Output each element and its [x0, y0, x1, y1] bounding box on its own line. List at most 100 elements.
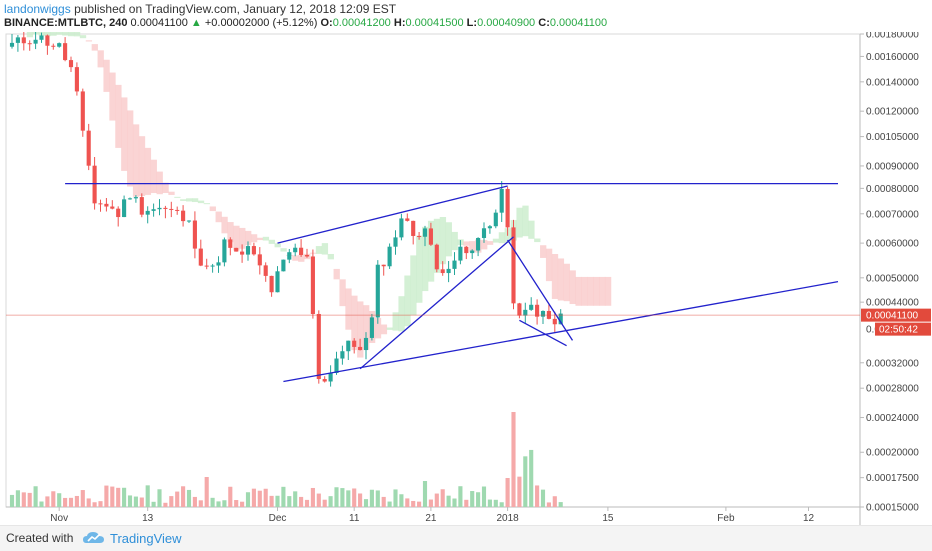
volume-bar	[133, 496, 138, 507]
cloud-segment	[262, 236, 270, 241]
candle-body	[15, 37, 20, 43]
volume-bar	[387, 501, 392, 507]
cloud-segment	[221, 216, 228, 234]
candle-body	[39, 35, 44, 40]
volume-bar	[434, 493, 439, 507]
volume-bar	[86, 498, 91, 507]
volume-bar	[204, 477, 209, 507]
volume-bar	[210, 497, 215, 507]
trendline-wedge-lower	[519, 319, 567, 347]
tradingview-brand[interactable]: TradingView	[110, 531, 182, 546]
volume-bar	[9, 494, 15, 507]
volume-bar	[222, 500, 227, 507]
volume-bar	[45, 496, 50, 507]
cloud-segment	[239, 227, 246, 249]
candle-body	[393, 237, 398, 247]
trendline-rising-support	[359, 236, 514, 370]
current-price-label: 0.00041100	[866, 311, 919, 322]
candle-body	[411, 220, 416, 236]
cloud-segment	[274, 243, 281, 248]
volume-bar	[198, 500, 203, 507]
volume-bar	[535, 485, 540, 507]
volume-bar	[499, 502, 504, 507]
cloud-segment	[150, 159, 157, 194]
cloud-segment	[416, 235, 423, 303]
candle-body	[157, 207, 162, 210]
cloud-segment	[121, 97, 128, 171]
high-label: H:	[393, 17, 406, 29]
candle-body	[269, 275, 274, 293]
volume-bar	[175, 491, 180, 507]
candle-body	[80, 91, 85, 131]
volume-bar	[151, 501, 156, 507]
y-tick-label: 0.00120000	[866, 107, 919, 118]
candle-body	[63, 43, 68, 61]
candle-body	[499, 188, 504, 213]
volume-bar	[39, 501, 44, 507]
cloud-segment	[498, 232, 506, 244]
cloud-segment	[156, 171, 163, 195]
cloud-segment	[351, 295, 358, 351]
candle-body	[116, 208, 121, 218]
cloud-segment	[162, 182, 169, 193]
candle-body	[68, 60, 74, 68]
x-tick-label: 15	[602, 513, 614, 524]
volume-bar	[310, 487, 315, 507]
volume-bar	[546, 502, 551, 507]
open-label: O:	[320, 17, 333, 29]
cloud-segment	[138, 136, 146, 196]
x-tick-label: Feb	[717, 513, 735, 524]
candle-body	[57, 43, 62, 47]
candle-body	[299, 247, 304, 255]
close-value: 0.00041100	[549, 17, 608, 29]
volume-bar	[352, 488, 357, 507]
close-label: C:	[538, 17, 550, 29]
candle-body	[452, 260, 457, 269]
volume-bar	[293, 491, 298, 507]
price-chart[interactable]: 0.00180000 0.00160000 0.00140000 0.00120000…	[0, 32, 932, 525]
candle-body	[181, 210, 186, 222]
volume-bar	[369, 489, 374, 507]
volume-bar	[322, 499, 327, 507]
candle-body	[493, 212, 498, 227]
chart-header: landonwiggs published on TradingView.com…	[0, 0, 932, 32]
candle-body	[540, 310, 546, 317]
volume-bar	[487, 499, 492, 507]
volume-bar	[476, 492, 481, 507]
volume-bar	[139, 497, 144, 507]
cloud-segment	[315, 246, 323, 254]
candle-body	[328, 372, 333, 382]
volume-bar	[157, 489, 162, 507]
open-value: 0.00041200	[332, 17, 391, 29]
candles	[9, 32, 563, 387]
cloud-segment	[250, 234, 258, 243]
candle-body	[322, 379, 327, 382]
cloud-segment	[522, 205, 529, 237]
candle-body	[293, 247, 298, 253]
tradingview-cloud-icon[interactable]	[82, 529, 106, 547]
candle-body	[9, 42, 15, 47]
cloud-segment	[321, 243, 329, 255]
volume-bar	[275, 495, 280, 507]
volume-bar	[558, 502, 563, 507]
candle-body	[422, 228, 428, 237]
candle-body	[145, 210, 150, 215]
volume-bar	[529, 449, 534, 507]
candle-body	[417, 235, 422, 237]
low-value: 0.00040900	[477, 17, 536, 29]
cloud-segment	[445, 222, 452, 257]
author-link[interactable]: landonwiggs	[4, 2, 71, 16]
candle-body	[304, 254, 310, 257]
cloud-segment	[398, 296, 405, 332]
symbol-label[interactable]: BINANCE:MTLBTC, 240	[4, 17, 128, 29]
candle-body	[151, 209, 156, 211]
cloud-segment	[451, 231, 458, 251]
volume-bar	[234, 500, 239, 507]
x-tick-label: 2018	[496, 513, 519, 524]
y-tick-label: 0.00050000	[866, 273, 919, 284]
candle-body	[281, 259, 286, 272]
candle-body	[428, 228, 433, 245]
candle-body	[192, 220, 197, 249]
volume-bar	[523, 456, 528, 507]
volume-bar	[92, 502, 97, 507]
